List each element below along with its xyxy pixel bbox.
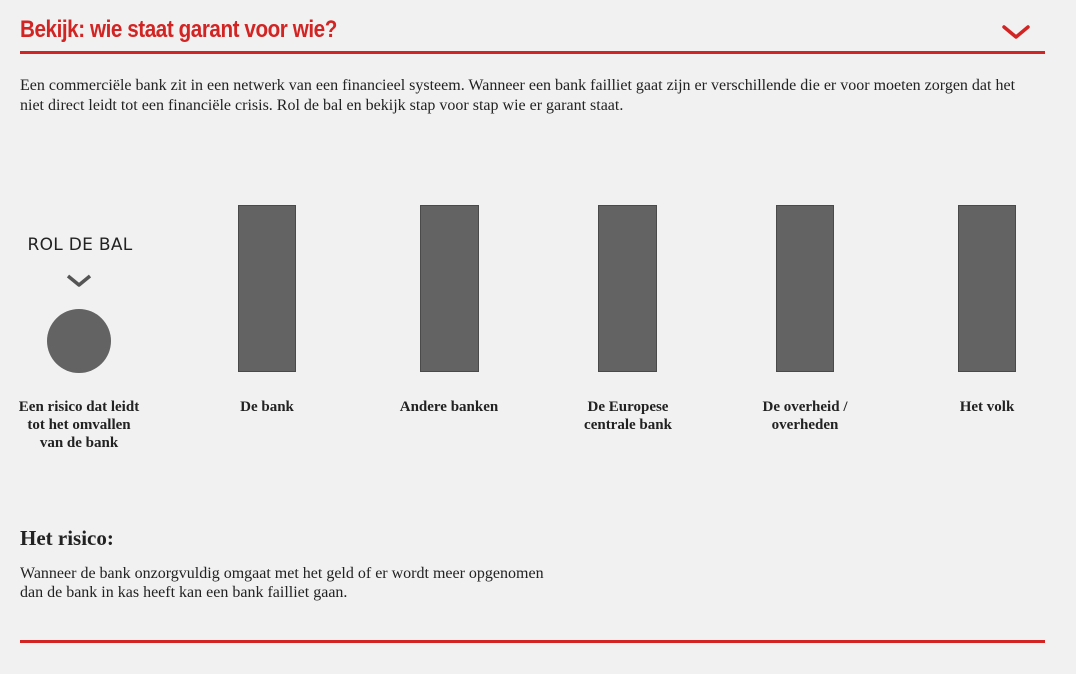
pillar-label: De Europese centrale bank — [584, 399, 672, 433]
pillar-label: De overheid / overheden — [762, 399, 848, 433]
pillar-overheid — [776, 205, 834, 372]
roll-ball-prompt: ROL DE BAL — [27, 235, 133, 255]
pillar-de-bank — [238, 205, 296, 372]
pillar-europese-centrale-bank — [598, 205, 657, 372]
risk-description: Wanneer de bank onzorgvuldig omgaat met … — [20, 565, 544, 601]
pillar-andere-banken — [420, 205, 479, 372]
pillar-label: De bank — [240, 399, 294, 415]
pillar-label: Het volk — [959, 399, 1015, 415]
ball-label: Een risico dat leidt tot het omvallen va… — [18, 399, 140, 451]
ball[interactable] — [47, 309, 111, 373]
intro-text: Een commerciële bank zit in een netwerk … — [20, 77, 1016, 114]
risk-heading: Het risico: — [20, 526, 114, 550]
chevron-down-icon[interactable] — [1001, 22, 1031, 42]
footer-divider — [20, 640, 1045, 643]
pillar-het-volk — [958, 205, 1016, 372]
section-header: Bekijk: wie staat garant voor wie? — [20, 14, 1045, 54]
chevron-down-icon — [66, 274, 92, 287]
section-title: Bekijk: wie staat garant voor wie? — [20, 16, 337, 43]
pillar-label: Andere banken — [399, 399, 499, 415]
